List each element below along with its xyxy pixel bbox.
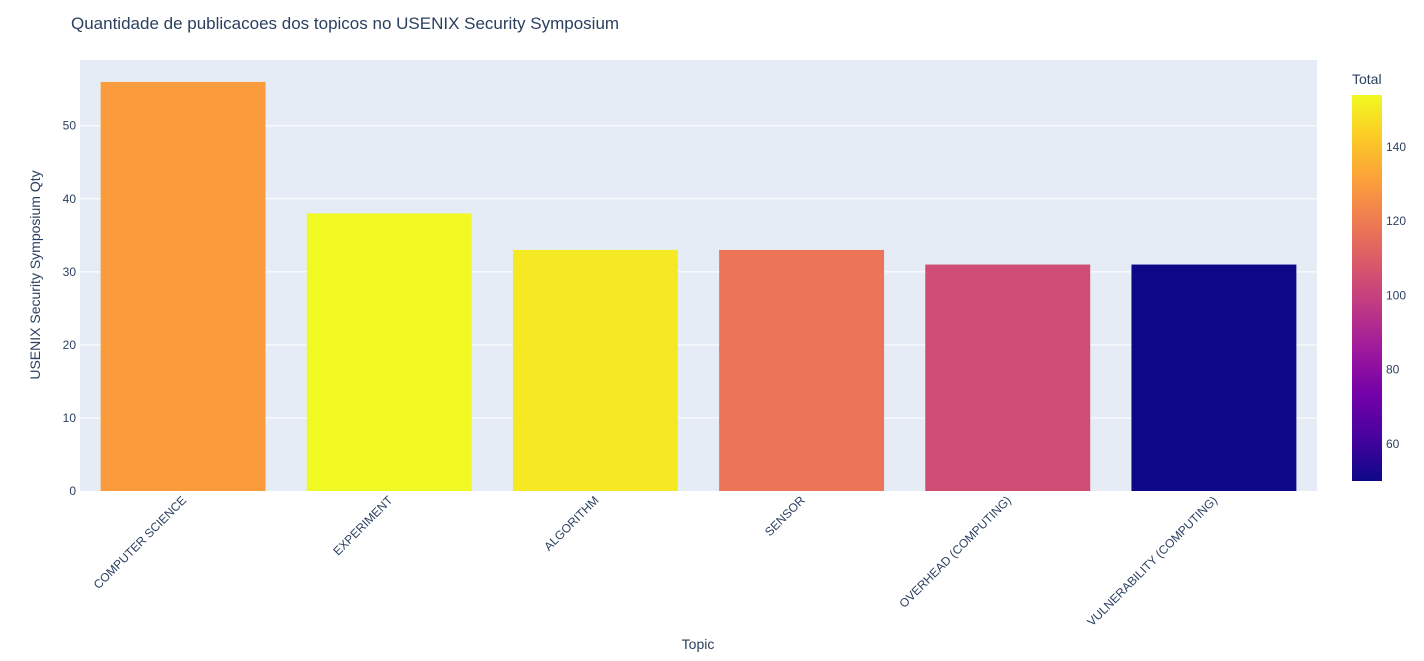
- x-tick-label: EXPERIMENT: [330, 493, 396, 559]
- bar-computer-science[interactable]: [100, 81, 266, 491]
- colorbar-tick-label: 120: [1386, 214, 1406, 228]
- bar-vulnerability-computing[interactable]: [1131, 264, 1297, 491]
- x-tick-label: VULNERABILITY (COMPUTING): [1084, 493, 1220, 629]
- colorbar-tick-label: 140: [1386, 140, 1406, 154]
- bar-algorithm[interactable]: [512, 249, 678, 491]
- y-axis-ticks: 0 10 20 30 40 50: [63, 119, 77, 498]
- colorbar: Total 60 80 100 120 140: [1352, 71, 1406, 481]
- x-tick-label: ALGORITHM: [541, 493, 601, 553]
- y-tick-label: 0: [69, 484, 76, 498]
- y-tick-label: 10: [63, 411, 77, 425]
- colorbar-tick-label: 60: [1386, 437, 1400, 451]
- colorbar-tick-label: 100: [1386, 288, 1406, 302]
- x-tick-label: SENSOR: [762, 493, 808, 539]
- colorbar-title: Total: [1352, 71, 1382, 87]
- y-tick-label: 50: [63, 119, 77, 133]
- colorbar-tick-label: 80: [1386, 363, 1400, 377]
- colorbar-gradient: [1352, 95, 1382, 481]
- colorbar-ticks: 60 80 100 120 140: [1386, 140, 1406, 451]
- x-axis-ticks: COMPUTER SCIENCE EXPERIMENT ALGORITHM SENSO…: [91, 493, 1220, 629]
- plot-area: [80, 60, 1317, 491]
- x-tick-label: OVERHEAD (COMPUTING): [896, 493, 1013, 610]
- bar-sensor[interactable]: [719, 249, 885, 491]
- gridlines: [80, 125, 1317, 419]
- y-axis-title: USENIX Security Symposium Qty: [27, 170, 43, 379]
- y-tick-label: 20: [63, 338, 77, 352]
- x-axis-title: Topic: [682, 636, 715, 652]
- y-tick-label: 30: [63, 265, 77, 279]
- chart-title: Quantidade de publicacoes dos topicos no…: [71, 14, 619, 33]
- y-tick-label: 40: [63, 192, 77, 206]
- bar-experiment[interactable]: [306, 213, 472, 491]
- bar-overhead-computing[interactable]: [925, 264, 1091, 491]
- bars: [100, 81, 1297, 491]
- x-tick-label: COMPUTER SCIENCE: [91, 493, 190, 592]
